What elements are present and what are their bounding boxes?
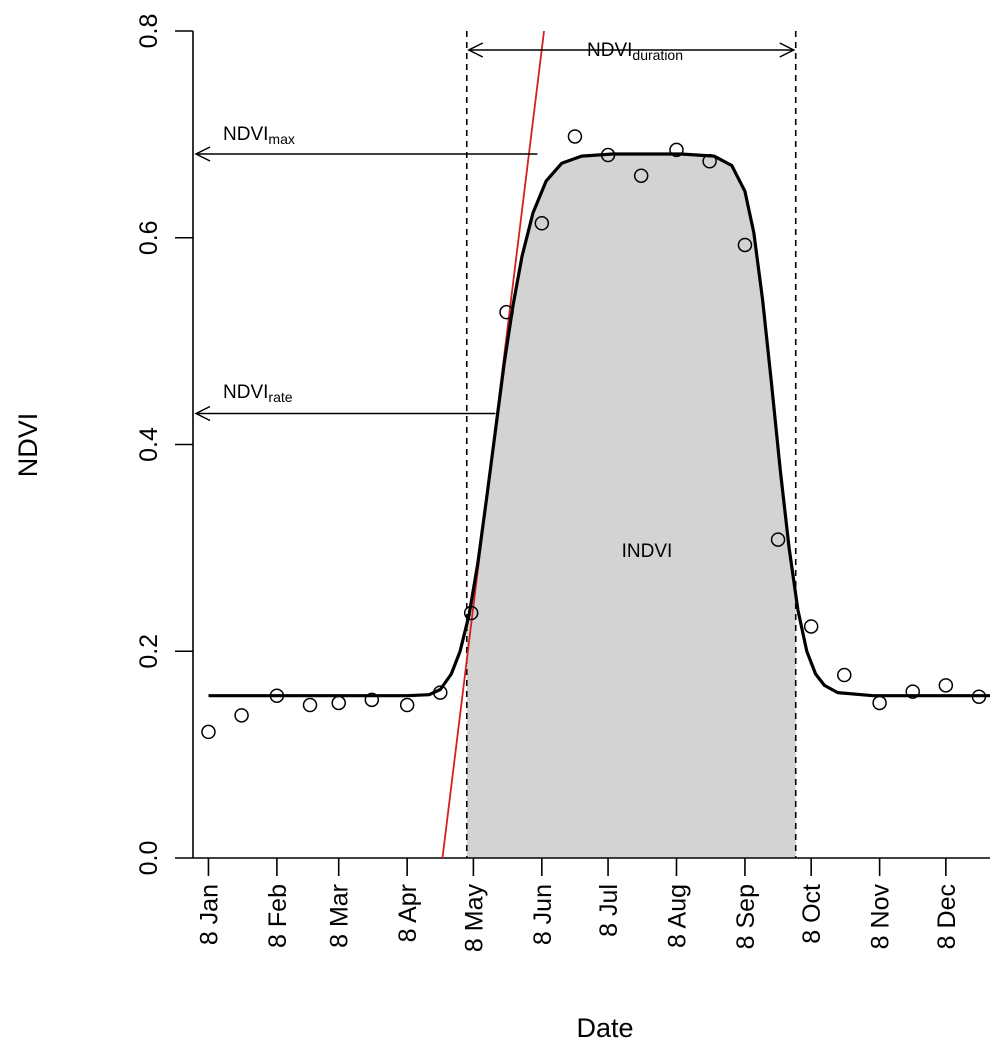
x-tick-label: 8 Dec bbox=[933, 884, 961, 949]
season-shaded-area-group bbox=[466, 154, 796, 858]
observation-point bbox=[331, 695, 346, 711]
axes: 0.0 0.2 0.4 0.6 0.8 8 Jan 8 Feb 8 Mar 8 Apr 8 May… bbox=[135, 14, 990, 952]
ndvi-duration-arrowhead-right bbox=[779, 42, 796, 58]
ndvi-duration-label: NDVIduration bbox=[587, 40, 683, 63]
x-tick-label: 8 Aug bbox=[664, 884, 692, 948]
observation-point bbox=[364, 692, 380, 708]
y-tick-label: 0.2 bbox=[135, 634, 163, 669]
x-tick-label: 8 Jun bbox=[529, 884, 557, 945]
indvi-label: INDVI bbox=[622, 541, 673, 562]
observation-point bbox=[737, 237, 753, 253]
season-shaded-area bbox=[466, 154, 796, 858]
ndvi-duration-arrowhead-left bbox=[467, 42, 484, 58]
y-axis-title: NDVI bbox=[13, 413, 43, 478]
annotations: INDVI NDVImax NDVIrate NDVIduration bbox=[223, 40, 683, 562]
observation-point bbox=[433, 685, 448, 700]
observation-point bbox=[669, 142, 684, 158]
x-tick-label: 8 Nov bbox=[867, 884, 895, 950]
ndvi-rate-label: NDVIrate bbox=[223, 382, 293, 405]
observation-point bbox=[302, 697, 318, 713]
x-tick-label: 8 Apr bbox=[394, 884, 422, 942]
observation-point bbox=[234, 708, 249, 723]
observation-point bbox=[201, 724, 216, 740]
ndvi-duration-label-sub: duration bbox=[632, 47, 683, 63]
y-tick-label: 0.6 bbox=[135, 220, 163, 255]
ndvi-max-arrowhead bbox=[194, 146, 211, 162]
observation-point bbox=[803, 619, 819, 634]
observation-point bbox=[872, 695, 887, 711]
ndvi-max-label-sub: max bbox=[268, 131, 294, 147]
observation-point bbox=[600, 147, 616, 163]
fitted-curve-group bbox=[208, 152, 990, 698]
fitted-curve bbox=[208, 152, 990, 698]
x-tick-label: 8 Mar bbox=[326, 884, 354, 948]
x-axis-title: Date bbox=[576, 1013, 633, 1043]
ndvi-rate-label-sub: rate bbox=[268, 389, 292, 405]
x-tick-label: 8 Jul bbox=[595, 884, 623, 937]
observation-point bbox=[463, 605, 479, 621]
season-bound-lines bbox=[465, 31, 797, 858]
observation-point bbox=[905, 684, 920, 699]
observation-points bbox=[201, 129, 987, 740]
y-tick-label: 0.0 bbox=[135, 841, 163, 876]
observation-point bbox=[837, 667, 852, 683]
observation-point bbox=[770, 532, 786, 547]
x-tick-label: 8 Sep bbox=[732, 884, 760, 949]
x-tick-label: 8 Jan bbox=[196, 884, 224, 945]
observation-point bbox=[971, 689, 987, 704]
observation-point bbox=[702, 154, 717, 169]
observation-point bbox=[499, 304, 514, 320]
observation-point bbox=[633, 168, 649, 183]
observation-point bbox=[938, 678, 954, 693]
observation-point bbox=[269, 688, 285, 703]
x-tick-label: 8 Feb bbox=[264, 884, 292, 948]
ndvi-max-label: NDVImax bbox=[223, 124, 295, 147]
observation-point bbox=[399, 697, 415, 713]
annotation-arrows bbox=[194, 42, 796, 422]
ndvi-rate-label-main: NDVI bbox=[223, 382, 268, 403]
x-tick-label: 8 May bbox=[460, 884, 488, 953]
observation-point bbox=[534, 216, 550, 231]
ndvi-rate-arrowhead bbox=[194, 405, 211, 422]
observation-point bbox=[567, 129, 583, 144]
y-tick-label: 0.8 bbox=[135, 14, 163, 49]
x-tick-label: 8 Oct bbox=[798, 884, 826, 944]
ndvi-max-label-main: NDVI bbox=[223, 124, 268, 145]
y-tick-label: 0.4 bbox=[135, 427, 163, 462]
